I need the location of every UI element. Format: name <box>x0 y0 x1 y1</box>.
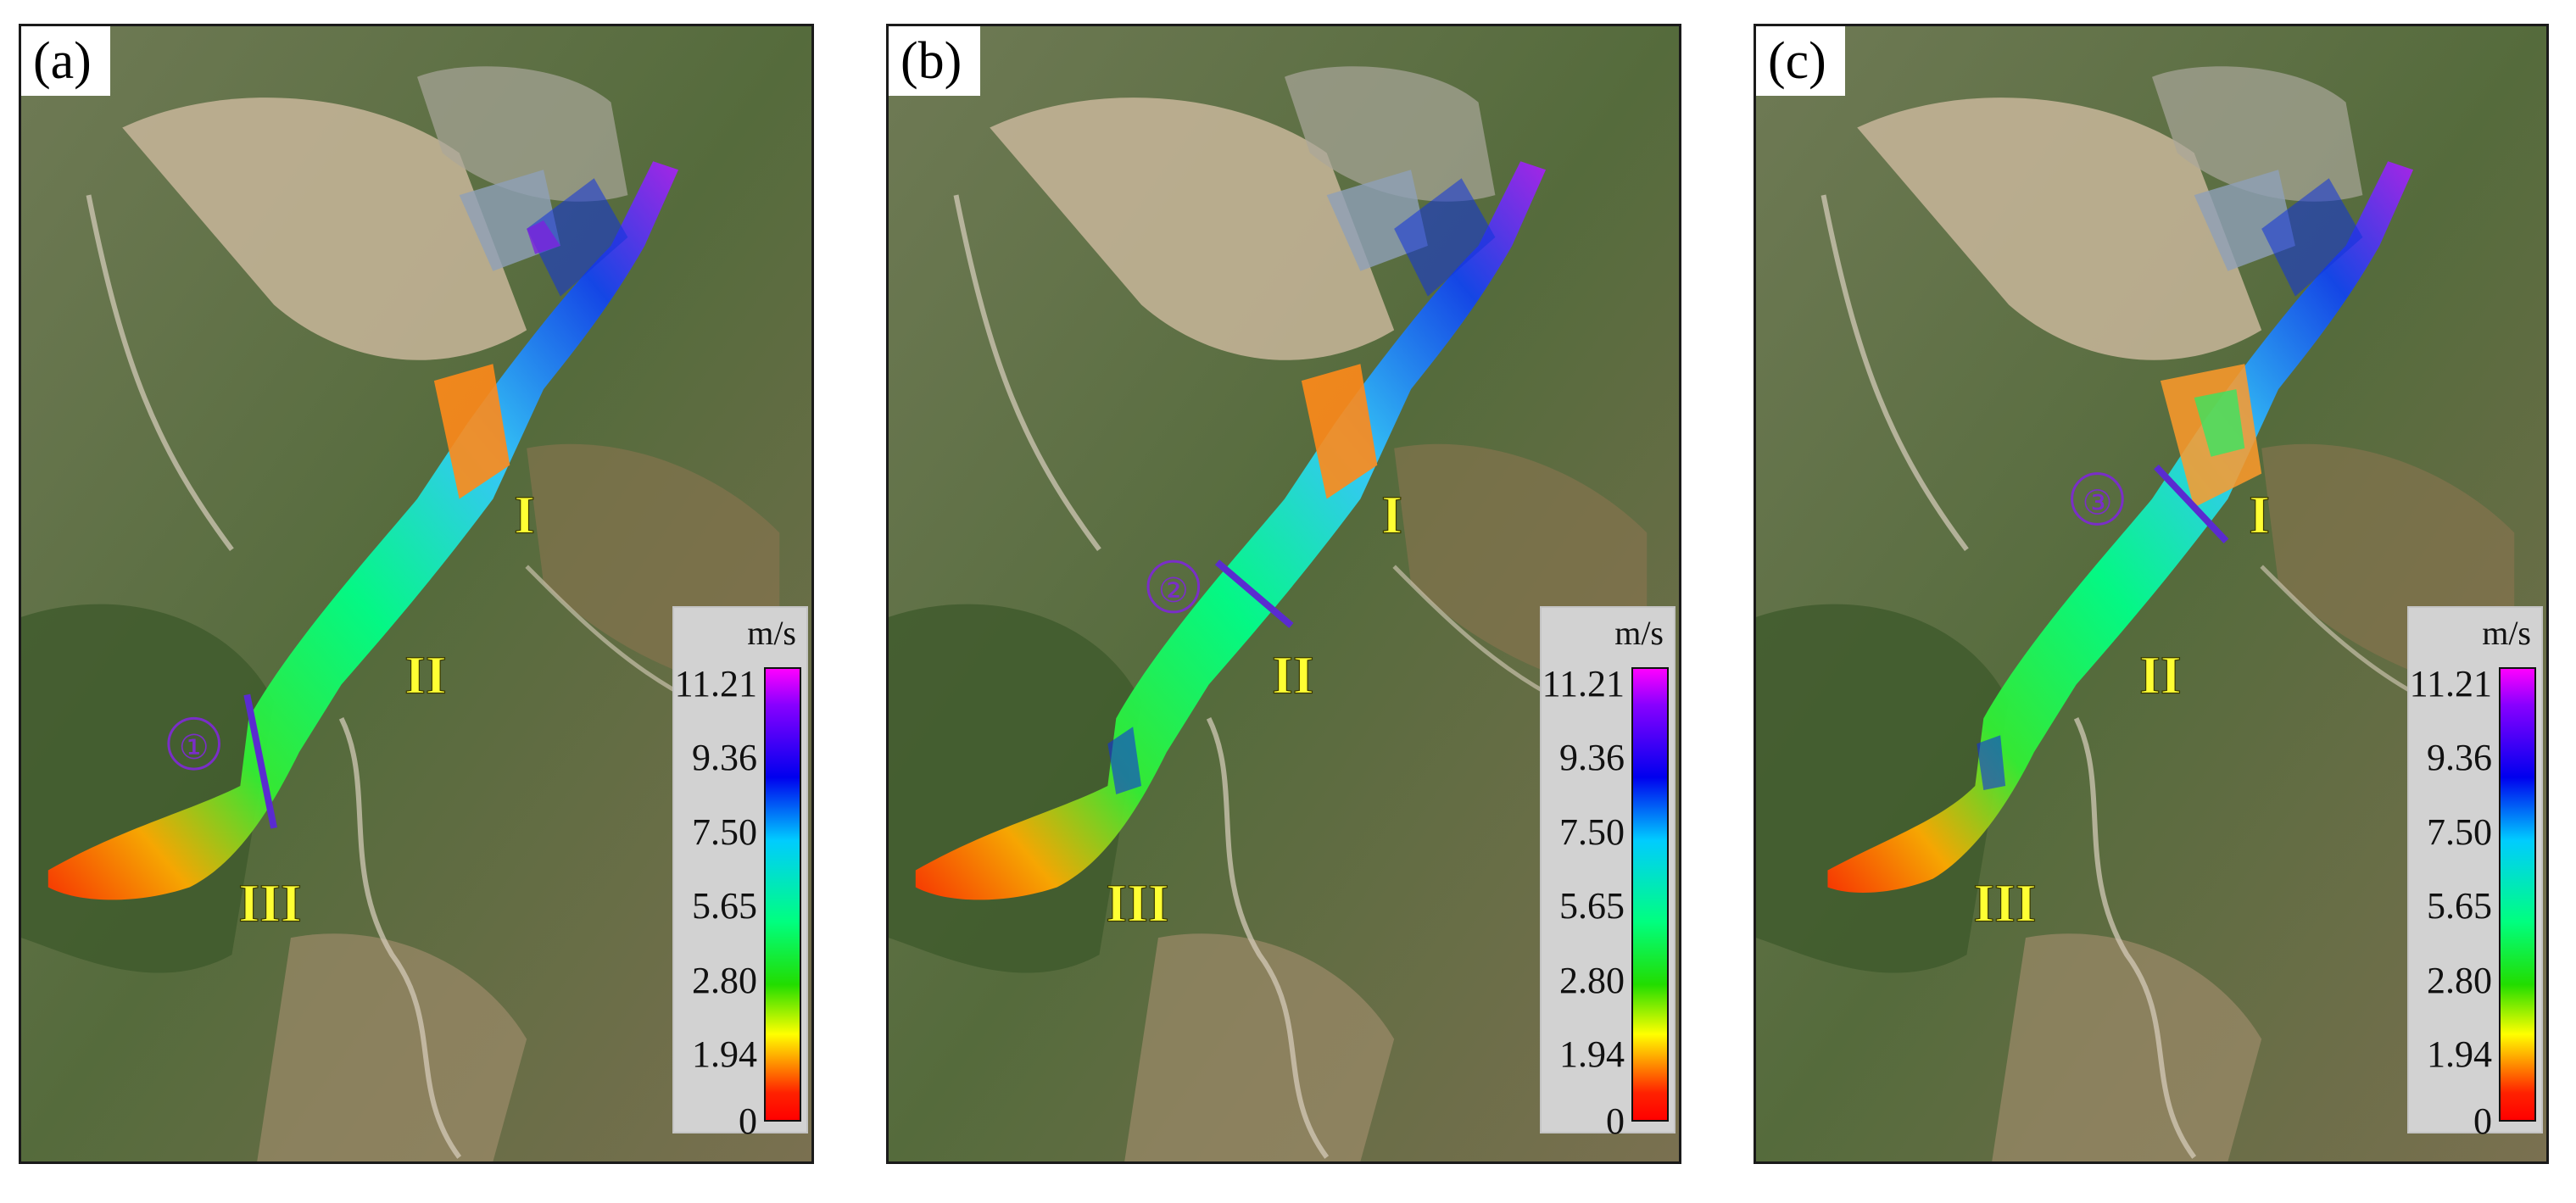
panel-label: (a) <box>21 26 110 96</box>
legend-tick: 11.21 <box>674 663 757 705</box>
zone-label-ii: II <box>404 644 446 705</box>
legend-tick: 9.36 <box>692 737 757 778</box>
legend-unit: m/s <box>2482 614 2531 652</box>
legend-tick: 11.21 <box>1542 663 1625 705</box>
zone-label-iii: III <box>1106 872 1168 933</box>
legend-tick: 1.94 <box>1559 1033 1625 1075</box>
zone-label-ii: II <box>2139 644 2181 705</box>
flow-velocity-map-c: ③ I II III <box>1756 26 2546 1161</box>
zone-label-iii: III <box>238 872 301 933</box>
legend-tick: 5.65 <box>2427 885 2492 927</box>
cross-section-marker: ① <box>179 728 209 767</box>
legend-tick: 7.50 <box>2427 811 2492 853</box>
legend-tick: 0 <box>2473 1100 2492 1142</box>
legend-tick: 11.21 <box>2409 663 2492 705</box>
legend-tick: 9.36 <box>2427 737 2492 778</box>
legend-colorbar <box>1631 667 1669 1122</box>
panel-label: (b) <box>889 26 981 96</box>
legend-tick: 5.65 <box>1559 885 1625 927</box>
legend-tick: 1.94 <box>692 1033 757 1075</box>
legend-tick: 2.80 <box>692 960 757 1001</box>
legend-tick: 0 <box>739 1100 757 1142</box>
legend-tick: 0 <box>1606 1100 1625 1142</box>
legend-tick: 1.94 <box>2427 1033 2492 1075</box>
panel-b: ② I II III (b) m/s 11.21 9.36 7.50 5.65 … <box>886 24 1681 1164</box>
zone-label-ii: II <box>1272 644 1313 705</box>
panel-label: (c) <box>1756 26 1845 96</box>
legend-tick: 5.65 <box>692 885 757 927</box>
zone-label-i: I <box>514 484 535 544</box>
flow-velocity-map-a: ① I II III <box>21 26 811 1161</box>
zone-label-iii: III <box>1973 872 2036 933</box>
cross-section-marker: ③ <box>2083 483 2113 522</box>
velocity-legend: m/s 11.21 9.36 7.50 5.65 2.80 1.94 0 <box>2407 606 2543 1140</box>
legend-tick: 7.50 <box>1559 811 1625 853</box>
velocity-legend: m/s 11.21 9.36 7.50 5.65 2.80 1.94 0 <box>1540 606 1676 1140</box>
legend-tick: 7.50 <box>692 811 757 853</box>
legend-tick: 9.36 <box>1559 737 1625 778</box>
panel-c: ③ I II III (c) m/s 11.21 9.36 7.50 5.65 … <box>1754 24 2549 1164</box>
legend-unit: m/s <box>1614 614 1664 652</box>
legend-colorbar <box>2499 667 2536 1122</box>
zone-label-i: I <box>1381 484 1402 544</box>
velocity-legend: m/s 11.21 9.36 7.50 5.65 2.80 1.94 0 <box>672 606 808 1140</box>
legend-colorbar <box>764 667 801 1122</box>
cross-section-marker: ② <box>1158 571 1189 610</box>
legend-tick: 2.80 <box>1559 960 1625 1001</box>
legend-tick: 2.80 <box>2427 960 2492 1001</box>
legend-unit: m/s <box>747 614 796 652</box>
panel-a: ① I II III (a) m/s 11.21 9.36 7.50 5.65 … <box>19 24 814 1164</box>
zone-label-i: I <box>2249 484 2270 544</box>
